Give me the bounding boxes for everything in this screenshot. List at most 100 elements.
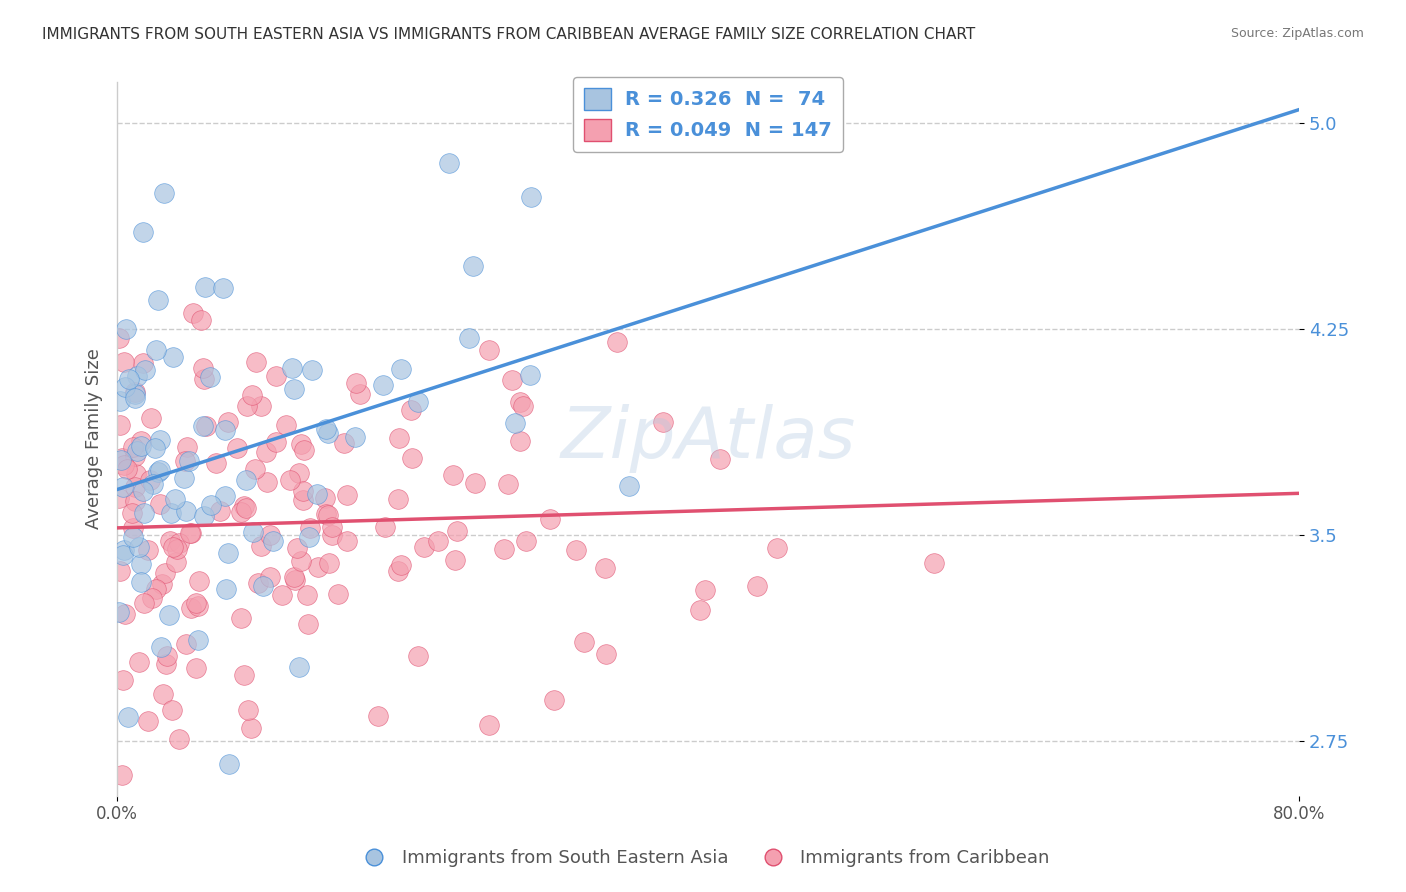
- Point: [388, 431, 411, 445]
- Point: [709, 452, 731, 467]
- Point: [747, 579, 769, 593]
- Point: [217, 415, 239, 429]
- Point: [314, 491, 336, 505]
- Point: [292, 483, 315, 498]
- Point: [183, 306, 205, 320]
- Point: [315, 422, 337, 436]
- Point: [112, 354, 135, 368]
- Point: [127, 443, 149, 458]
- Point: [288, 466, 311, 480]
- Point: [107, 491, 129, 505]
- Point: [651, 416, 673, 430]
- Point: [194, 419, 217, 434]
- Point: [162, 350, 184, 364]
- Point: [408, 648, 430, 663]
- Point: [145, 343, 167, 357]
- Point: [112, 543, 135, 558]
- Point: [150, 640, 173, 654]
- Point: [387, 565, 409, 579]
- Point: [111, 481, 134, 495]
- Point: [191, 418, 214, 433]
- Point: [515, 533, 537, 548]
- Point: [115, 322, 138, 336]
- Point: [689, 603, 711, 617]
- Point: [156, 648, 179, 663]
- Point: [346, 376, 368, 390]
- Point: [141, 591, 163, 606]
- Point: [226, 441, 249, 455]
- Point: [297, 617, 319, 632]
- Text: Source: ZipAtlas.com: Source: ZipAtlas.com: [1230, 27, 1364, 40]
- Point: [321, 527, 343, 541]
- Point: [146, 466, 169, 480]
- Point: [250, 399, 273, 413]
- Point: [193, 372, 215, 386]
- Point: [129, 439, 152, 453]
- Point: [374, 520, 396, 534]
- Point: [153, 566, 176, 580]
- Point: [186, 597, 208, 611]
- Point: [367, 709, 389, 723]
- Point: [766, 541, 789, 556]
- Point: [264, 435, 287, 450]
- Point: [132, 596, 155, 610]
- Point: [142, 476, 165, 491]
- Point: [290, 554, 312, 568]
- Point: [129, 434, 152, 448]
- Point: [152, 186, 174, 200]
- Point: [316, 425, 339, 440]
- Point: [401, 450, 423, 465]
- Point: [111, 768, 134, 782]
- Point: [124, 480, 146, 494]
- Point: [295, 588, 318, 602]
- Point: [389, 362, 412, 376]
- Point: [399, 403, 422, 417]
- Point: [299, 521, 322, 535]
- Point: [283, 570, 305, 584]
- Point: [229, 505, 252, 519]
- Point: [243, 462, 266, 476]
- Point: [166, 542, 188, 557]
- Point: [512, 399, 534, 413]
- Point: [194, 280, 217, 294]
- Point: [505, 416, 527, 430]
- Point: [441, 467, 464, 482]
- Point: [240, 388, 263, 402]
- Point: [564, 542, 586, 557]
- Point: [190, 312, 212, 326]
- Point: [315, 508, 337, 522]
- Point: [217, 546, 239, 560]
- Point: [408, 395, 430, 409]
- Point: [160, 703, 183, 717]
- Point: [343, 430, 366, 444]
- Point: [239, 721, 262, 735]
- Point: [235, 399, 257, 413]
- Point: [540, 512, 562, 526]
- Point: [160, 506, 183, 520]
- Point: [117, 709, 139, 723]
- Point: [543, 692, 565, 706]
- Point: [124, 391, 146, 405]
- Point: [132, 356, 155, 370]
- Point: [132, 483, 155, 498]
- Point: [595, 647, 617, 661]
- Point: [262, 534, 284, 549]
- Point: [283, 382, 305, 396]
- Point: [574, 634, 596, 648]
- Point: [271, 588, 294, 602]
- Point: [457, 331, 479, 345]
- Point: [108, 417, 131, 432]
- Point: [247, 575, 270, 590]
- Point: [187, 599, 209, 613]
- Point: [307, 559, 329, 574]
- Point: [305, 487, 328, 501]
- Point: [446, 524, 468, 539]
- Point: [128, 656, 150, 670]
- Point: [108, 564, 131, 578]
- Point: [233, 668, 256, 682]
- Point: [301, 363, 323, 377]
- Point: [122, 440, 145, 454]
- Point: [492, 541, 515, 556]
- Point: [114, 380, 136, 394]
- Point: [349, 387, 371, 401]
